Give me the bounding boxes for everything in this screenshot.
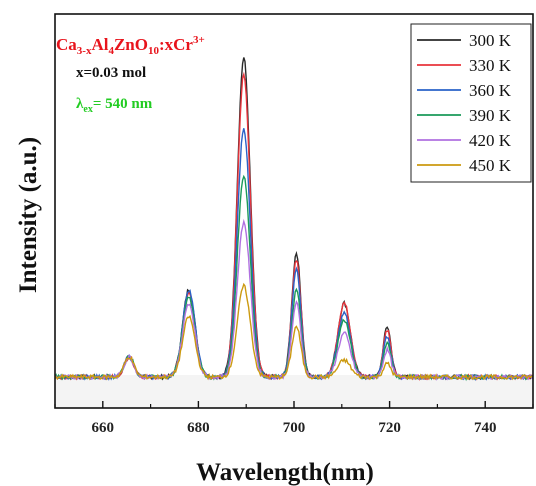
excitation-sub: ex: [83, 104, 92, 115]
x-tick-label: 660: [92, 420, 115, 436]
formula-sub-2: 4: [108, 45, 114, 57]
excitation-annotation: λex= 540 nm: [76, 96, 153, 115]
plot-area: 660 680 700 720 740: [54, 13, 534, 436]
series-line-450k: [54, 282, 534, 381]
excitation-symbol: λ: [76, 96, 84, 112]
legend-label: 360 K: [469, 81, 512, 100]
formula-base-1: Ca: [56, 35, 77, 54]
formula-sub-3: 10: [148, 45, 160, 57]
legend-label: 450 K: [469, 156, 512, 175]
formula-annotation: Ca3-xAl4ZnO10:xCr3+: [56, 34, 205, 57]
formula-base-3: ZnO: [114, 35, 148, 54]
legend-box: [410, 23, 532, 183]
x-tick-label: 740: [474, 420, 497, 436]
formula-base-2: Al: [91, 35, 108, 54]
legend-label: 420 K: [469, 131, 512, 150]
legend-label: 300 K: [469, 31, 512, 50]
formula-sub-1: 3-x: [77, 45, 92, 57]
x-tick-label: 700: [283, 420, 306, 436]
formula-sup-4: 3+: [193, 34, 205, 46]
y-axis-title: Intensity (a.u.): [15, 137, 42, 293]
legend: 300 K 330 K 360 K 390 K 420 K 450 K: [410, 23, 532, 183]
x-axis-title: Wavelength(nm): [196, 459, 374, 486]
legend-label: 330 K: [469, 56, 512, 75]
x-tick-label: 720: [378, 420, 401, 436]
excitation-value: = 540 nm: [93, 96, 153, 112]
concentration-annotation: x=0.03 mol: [76, 65, 146, 81]
formula-base-4: :xCr: [159, 35, 193, 54]
legend-label: 390 K: [469, 106, 512, 125]
x-tick-label: 680: [187, 420, 210, 436]
